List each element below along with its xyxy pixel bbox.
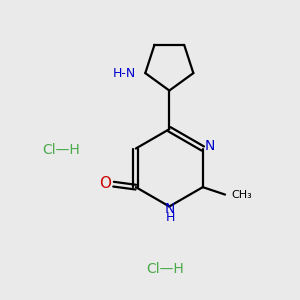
Text: H-N: H-N: [113, 67, 136, 80]
Text: N: N: [165, 202, 175, 216]
Text: CH₃: CH₃: [232, 190, 252, 200]
Text: Cl—H: Cl—H: [146, 262, 184, 276]
Text: O: O: [99, 176, 111, 191]
Text: Cl—H: Cl—H: [42, 143, 80, 157]
Text: H: H: [166, 211, 175, 224]
Text: N: N: [205, 139, 215, 152]
